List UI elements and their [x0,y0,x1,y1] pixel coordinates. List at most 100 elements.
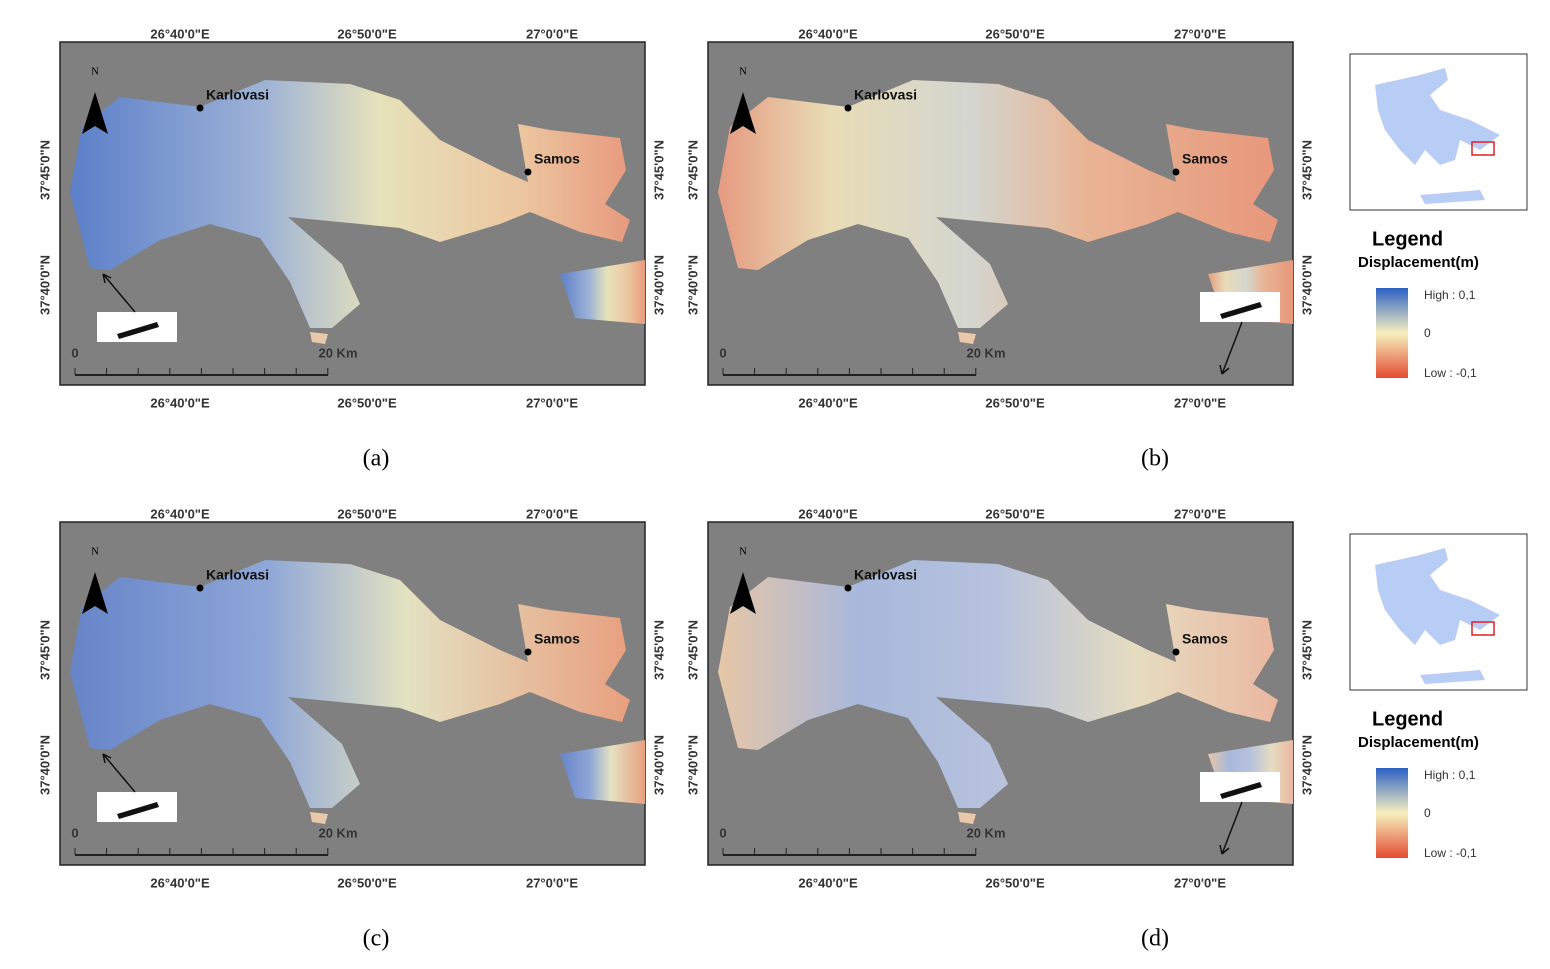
left-tick-label: 37°45'0"N [685,140,700,200]
top-tick-label: 26°40'0"E [150,26,210,41]
panel-label: (b) [1141,446,1169,472]
right-tick-label: 37°45'0"N [1299,620,1314,680]
top-tick-label: 26°40'0"E [798,26,858,41]
panel-label: (d) [1141,926,1169,952]
right-tick-label: 37°40'0"N [651,735,666,795]
legend-mid: 0 [1424,326,1431,340]
north-arrow [82,92,108,134]
islet [310,812,328,824]
scale-label: 20 Km [318,345,357,360]
right-tick-label: 37°45'0"N [1299,140,1314,200]
look-arrow [1219,801,1243,855]
legend-ramp [1376,768,1408,858]
left-tick-label: 37°45'0"N [685,620,700,680]
legend: Legend Displacement(m) High : 0,1 0 Low : -0… [1349,53,1528,380]
north-arrow [730,572,756,614]
bottom-tick-label: 27°0'0"E [1174,875,1226,890]
bottom-tick-label: 26°40'0"E [150,395,210,410]
look-arrow [102,753,136,793]
island [718,560,1278,808]
top-tick-label: 27°0'0"E [526,26,578,41]
scale-label: 0 [719,345,726,360]
north-label: N [91,546,99,558]
top-tick-label: 27°0'0"E [1174,506,1226,521]
scale-label: 20 Km [318,825,357,840]
left-tick-label: 37°45'0"N [37,620,52,680]
bottom-tick-label: 26°50'0"E [985,875,1045,890]
north-arrow [82,572,108,614]
inset-box [1471,621,1495,636]
north-arrow [730,92,756,134]
satellite-icon [1220,782,1262,799]
place-dot [844,584,852,592]
bottom-tick-label: 26°40'0"E [150,875,210,890]
bottom-tick-label: 26°40'0"E [798,875,858,890]
bottom-tick-label: 26°50'0"E [337,395,397,410]
left-tick-label: 37°40'0"N [37,735,52,795]
place-dot [524,168,532,176]
legend-high: High : 0,1 [1424,288,1476,302]
place-dot [1172,168,1180,176]
legend-subtitle: Displacement(m) [1358,254,1479,271]
top-tick-label: 26°50'0"E [337,26,397,41]
legend: Legend Displacement(m) High : 0,1 0 Low : -0… [1349,533,1528,860]
legend-mid: 0 [1424,806,1431,820]
place-dot [196,584,204,592]
scale-label: 0 [71,345,78,360]
bottom-tick-label: 26°50'0"E [985,395,1045,410]
scale-label: 0 [719,825,726,840]
islet [958,332,976,344]
map-panel: N Karlovasi Samos 0 20 Km 26°40'0"E 26°40'0"E 2… [685,506,1314,890]
place-label: Samos [534,631,580,647]
satellite-icon [1220,302,1262,319]
right-tick-label: 37°40'0"N [651,255,666,315]
legend-ramp [1376,288,1408,378]
panel-label: (c) [363,926,390,952]
island-east [560,740,645,804]
panel-label: (a) [363,446,390,472]
inset-greece [1375,68,1500,204]
north-label: N [91,66,99,78]
place-label: Samos [1182,631,1228,647]
top-tick-label: 26°40'0"E [150,506,210,521]
place-label: Karlovasi [206,87,269,103]
scale-label: 0 [71,825,78,840]
top-tick-label: 26°50'0"E [985,506,1045,521]
island [70,80,630,328]
bottom-tick-label: 26°50'0"E [337,875,397,890]
look-arrow [1219,321,1243,375]
map-panel: N Karlovasi Samos 0 20 Km 26°40'0"E 26°40'0"E 2… [37,26,666,410]
top-tick-label: 27°0'0"E [526,506,578,521]
islet [310,332,328,344]
legend-low: Low : -0,1 [1424,846,1477,860]
islet [958,812,976,824]
place-dot [196,104,204,112]
bottom-tick-label: 27°0'0"E [526,875,578,890]
top-tick-label: 26°40'0"E [798,506,858,521]
place-label: Samos [534,151,580,167]
satellite-box [1200,772,1280,802]
right-tick-label: 37°45'0"N [651,620,666,680]
place-dot [844,104,852,112]
bottom-tick-label: 27°0'0"E [1174,395,1226,410]
north-label: N [739,66,747,78]
bottom-tick-label: 27°0'0"E [526,395,578,410]
left-tick-label: 37°40'0"N [37,255,52,315]
satellite-box [97,792,177,822]
map-panel: N Karlovasi Samos 0 20 Km 26°40'0"E 26°40'0"E 2… [685,26,1314,410]
top-tick-label: 27°0'0"E [1174,26,1226,41]
legend-high: High : 0,1 [1424,768,1476,782]
right-tick-label: 37°45'0"N [651,140,666,200]
inset-box [1471,141,1495,156]
map-panel: N Karlovasi Samos 0 20 Km 26°40'0"E 26°40'0"E 2… [37,506,666,890]
place-label: Karlovasi [854,87,917,103]
look-arrow [102,273,136,313]
legend-title: Legend [1372,708,1443,730]
legend-title: Legend [1372,228,1443,250]
bottom-tick-label: 26°40'0"E [798,395,858,410]
place-label: Karlovasi [854,567,917,583]
scale-label: 20 Km [966,825,1005,840]
left-tick-label: 37°45'0"N [37,140,52,200]
scale-label: 20 Km [966,345,1005,360]
